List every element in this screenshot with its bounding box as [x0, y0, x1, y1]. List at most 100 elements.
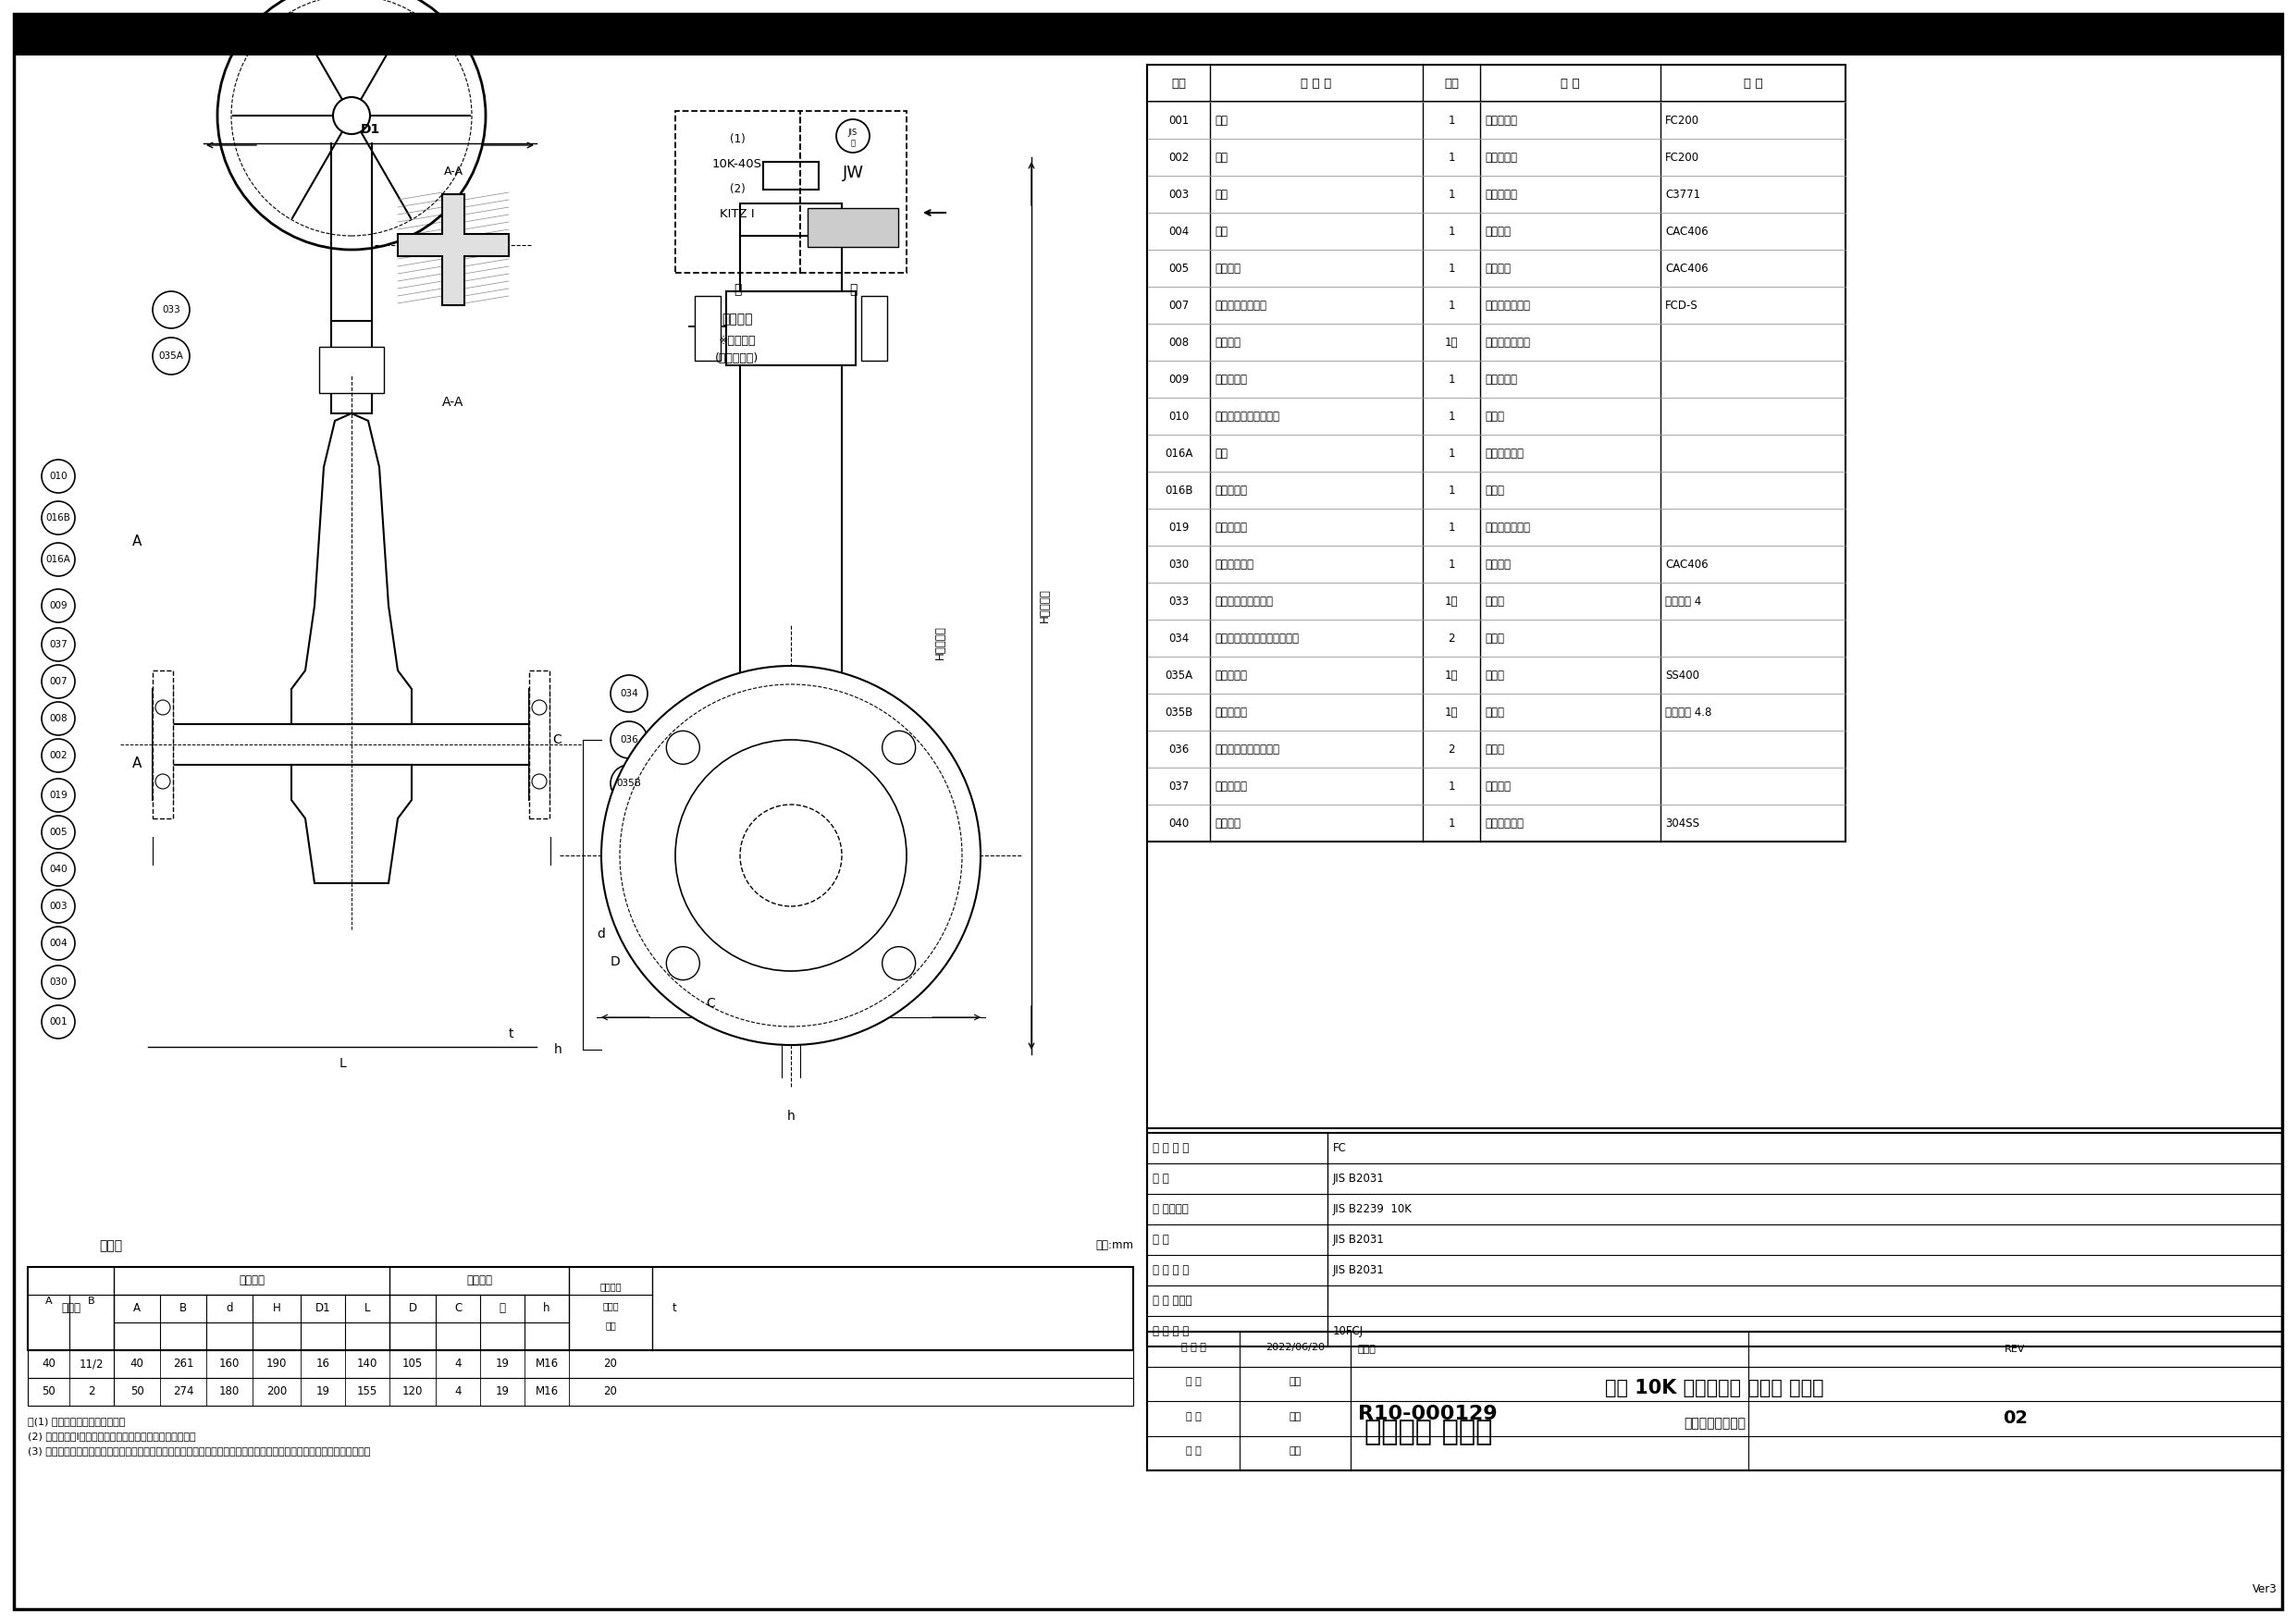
- Text: 140: 140: [356, 1358, 377, 1370]
- Text: (3) 寸法表の値に影響しない形状変更、およびバルブ配管時に影響しないリブや座は、本図に表示しない場合があげます。: (3) 寸法表の値に影響しない形状変更、およびバルブ配管時に影響しないリブや座は…: [28, 1446, 370, 1456]
- Text: M16: M16: [535, 1386, 558, 1397]
- Bar: [319, 347, 383, 393]
- Text: 年 月 日: 年 月 日: [1180, 1342, 1205, 1352]
- Text: 本体表示: 本体表示: [721, 313, 753, 326]
- Text: 030: 030: [1169, 558, 1189, 570]
- Text: C: C: [705, 997, 714, 1010]
- Text: (表題欄参照): (表題欄参照): [716, 352, 760, 364]
- Text: ねじの: ねじの: [602, 1302, 618, 1310]
- Bar: [739, 235, 843, 291]
- Text: ふた: ふた: [1215, 151, 1228, 164]
- Bar: [675, 110, 801, 273]
- Bar: [331, 321, 372, 414]
- Text: パッキン: パッキン: [1215, 336, 1240, 349]
- Text: 炭素銅: 炭素銅: [1486, 743, 1504, 755]
- Circle shape: [882, 946, 916, 980]
- Text: 青銅鉄物: 青銅鉄物: [1486, 263, 1511, 274]
- Text: 1: 1: [1449, 446, 1456, 459]
- Text: 1: 1: [1449, 558, 1456, 570]
- Text: 河野: 河野: [1288, 1378, 1302, 1386]
- Bar: [1148, 1332, 2282, 1470]
- Text: ねずみ鉄鉄: ねずみ鉄鉄: [1486, 151, 1518, 164]
- Text: 鉄鉄 10K フランジ形 外ねじ 玉形弁: 鉄鉄 10K フランジ形 外ねじ 玉形弁: [1605, 1380, 1823, 1397]
- Text: 株式会社 キッツ: 株式会社 キッツ: [1364, 1419, 1492, 1446]
- Text: (1): (1): [730, 133, 744, 144]
- Text: L: L: [340, 1057, 347, 1070]
- Text: フランジ: フランジ: [239, 1274, 264, 1287]
- Circle shape: [152, 291, 191, 328]
- Text: 丸山: 丸山: [1288, 1412, 1302, 1422]
- Circle shape: [611, 764, 647, 802]
- Text: 035B: 035B: [618, 779, 641, 787]
- Circle shape: [41, 889, 76, 923]
- Text: ボルトの: ボルトの: [599, 1282, 622, 1290]
- Text: 1: 1: [1449, 816, 1456, 829]
- Text: 炭素銅: 炭素銅: [1486, 706, 1504, 717]
- Text: 2: 2: [1449, 743, 1456, 755]
- Circle shape: [41, 738, 76, 773]
- Circle shape: [882, 730, 916, 764]
- Circle shape: [41, 589, 76, 622]
- Text: 034: 034: [620, 690, 638, 698]
- Text: ふたボルト: ふたボルト: [1215, 706, 1247, 717]
- Text: ボルト穴: ボルト穴: [466, 1274, 491, 1287]
- Text: 016B: 016B: [1164, 484, 1192, 497]
- Text: 炭素銅: 炭素銅: [1486, 669, 1504, 682]
- Bar: [696, 295, 721, 360]
- Text: 037: 037: [48, 639, 67, 649]
- Text: 全面座フランジ形: 全面座フランジ形: [1683, 1417, 1745, 1430]
- Text: 青銅鉄物: 青銅鉄物: [1486, 226, 1511, 237]
- Text: 弁体: 弁体: [1215, 226, 1228, 237]
- Text: 002: 002: [48, 751, 67, 760]
- Text: 裏: 裏: [850, 282, 856, 295]
- Text: 19: 19: [496, 1386, 510, 1397]
- Text: 003: 003: [48, 902, 67, 911]
- Text: 材 料: 材 料: [1561, 78, 1580, 89]
- Circle shape: [836, 120, 870, 153]
- Text: D1: D1: [315, 1303, 331, 1315]
- Text: H: H: [273, 1303, 280, 1315]
- Text: 004: 004: [48, 938, 67, 948]
- Text: 50: 50: [41, 1386, 55, 1397]
- Text: FCD-S: FCD-S: [1665, 299, 1699, 312]
- Text: R10-000129: R10-000129: [1357, 1404, 1497, 1423]
- Text: 検 図: 検 図: [1185, 1412, 1201, 1422]
- Text: 004: 004: [1169, 226, 1189, 237]
- Bar: [739, 203, 843, 740]
- Text: H（全長）: H（全長）: [1038, 589, 1052, 623]
- Text: D1: D1: [360, 123, 379, 136]
- Text: 10FCJ: 10FCJ: [1334, 1326, 1364, 1337]
- Bar: [152, 690, 172, 800]
- Text: 強度区分 4.8: 強度区分 4.8: [1665, 706, 1713, 717]
- Text: ハンドル押さえナット: ハンドル押さえナット: [1215, 411, 1279, 422]
- Circle shape: [41, 852, 76, 886]
- Text: 1: 1: [1449, 484, 1456, 497]
- Polygon shape: [292, 764, 411, 883]
- Text: 200: 200: [266, 1386, 287, 1397]
- Text: 155: 155: [356, 1386, 377, 1397]
- Text: 036: 036: [1169, 743, 1189, 755]
- Text: JW: JW: [843, 164, 863, 182]
- Text: 2022/06/20: 2022/06/20: [1265, 1342, 1325, 1352]
- Text: 青銅鉄物: 青銅鉄物: [1486, 781, 1511, 792]
- Text: 030: 030: [48, 977, 67, 987]
- Text: A: A: [133, 1303, 140, 1315]
- Text: A: A: [46, 1297, 53, 1307]
- Text: 40: 40: [41, 1358, 55, 1370]
- Text: 部 品 名: 部 品 名: [1302, 78, 1332, 89]
- Text: 20: 20: [604, 1358, 618, 1370]
- Circle shape: [41, 628, 76, 661]
- Text: ねじはの輪: ねじはの輪: [1215, 781, 1247, 792]
- Text: 2: 2: [1449, 631, 1456, 644]
- Text: t: t: [673, 1303, 677, 1315]
- Text: 表: 表: [732, 282, 742, 295]
- Text: 10K-40S: 10K-40S: [712, 157, 762, 170]
- Text: B: B: [87, 1297, 94, 1307]
- Text: h: h: [788, 1110, 794, 1123]
- Text: 034: 034: [1169, 631, 1189, 644]
- Text: KITZ I: KITZ I: [721, 208, 755, 219]
- Text: 単位:mm: 単位:mm: [1095, 1240, 1134, 1251]
- Text: 1: 1: [1449, 263, 1456, 274]
- Text: 鍛造用黄銅: 鍛造用黄銅: [1486, 188, 1518, 200]
- Text: REV: REV: [2004, 1344, 2025, 1354]
